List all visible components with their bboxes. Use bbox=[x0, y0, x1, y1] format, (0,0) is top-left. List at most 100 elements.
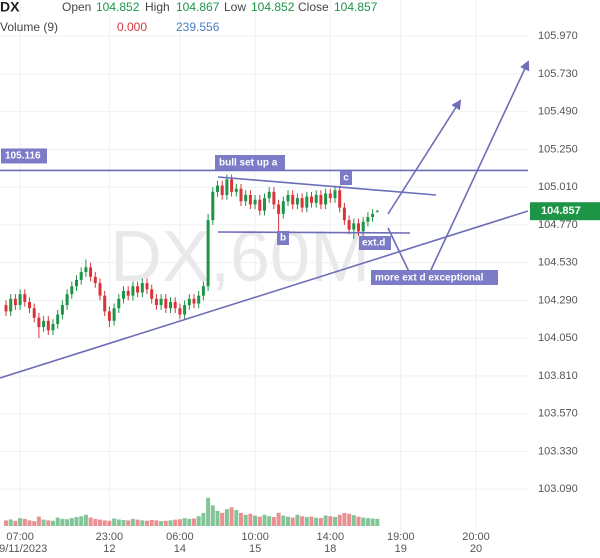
volume-bar bbox=[102, 520, 107, 526]
candle-body bbox=[258, 199, 262, 211]
candle-body bbox=[173, 301, 177, 309]
candle-body bbox=[93, 276, 97, 284]
candle-body bbox=[211, 191, 215, 221]
volume-bar bbox=[300, 516, 305, 526]
candle-body bbox=[9, 298, 13, 312]
candle-body bbox=[140, 283, 144, 293]
x-tick-label: 20:00 bbox=[462, 531, 490, 543]
volume-bar bbox=[130, 518, 135, 526]
candle-body bbox=[103, 295, 107, 312]
candle-body bbox=[75, 279, 78, 287]
y-tick-label: 105.730 bbox=[538, 68, 578, 80]
volume-bar bbox=[173, 519, 178, 526]
volume-bar bbox=[201, 512, 206, 526]
candle-body bbox=[79, 272, 83, 280]
y-tick-label: 103.570 bbox=[538, 408, 578, 420]
y-tick-label: 105.010 bbox=[538, 181, 578, 193]
candle-body bbox=[145, 283, 149, 290]
label: Volume (9) bbox=[0, 20, 58, 34]
candle-body bbox=[183, 305, 187, 315]
candle-body bbox=[371, 213, 375, 218]
trend-line bbox=[0, 210, 529, 379]
volume-bar bbox=[79, 516, 84, 526]
volume-bar bbox=[361, 517, 366, 526]
annotation-box bbox=[277, 231, 289, 245]
candle-body bbox=[23, 294, 27, 302]
volume-bar bbox=[239, 512, 243, 526]
x-tick-label: 07:00 bbox=[6, 531, 34, 543]
candle-body bbox=[342, 207, 346, 221]
y-tick-label: 105.250 bbox=[538, 143, 578, 155]
volume-bar bbox=[65, 519, 70, 526]
candle-body bbox=[98, 283, 102, 296]
y-tick-label: 105.490 bbox=[538, 106, 578, 118]
candle-body bbox=[187, 298, 191, 306]
label: Low bbox=[224, 0, 246, 14]
x-date-label: 12 bbox=[103, 543, 115, 555]
candle-body bbox=[375, 211, 379, 213]
candle-body bbox=[216, 185, 219, 192]
x-tick-label: 23:00 bbox=[96, 531, 124, 543]
y-tick-label: 103.810 bbox=[538, 370, 578, 382]
value: 0.000 bbox=[117, 20, 147, 34]
candle-body bbox=[107, 311, 111, 321]
candle-body bbox=[263, 198, 266, 211]
volume-bar bbox=[22, 518, 27, 526]
candle-body bbox=[310, 196, 313, 203]
volume-bar bbox=[187, 518, 192, 526]
candle-body bbox=[295, 198, 299, 205]
volume-bar bbox=[337, 514, 342, 526]
volume-bar bbox=[253, 515, 258, 526]
candle-body bbox=[333, 190, 337, 199]
volume-bar bbox=[149, 520, 154, 526]
candle-body bbox=[4, 305, 8, 312]
candle-body bbox=[286, 195, 290, 202]
volume-bar bbox=[55, 517, 60, 526]
x-date-label: 09/11/2023 bbox=[0, 543, 47, 555]
candle-body bbox=[267, 191, 271, 199]
arrow bbox=[387, 99, 462, 215]
x-date-label: 19 bbox=[395, 543, 407, 555]
volume-bar bbox=[135, 519, 140, 526]
annotation-box bbox=[215, 155, 285, 170]
candle-body bbox=[314, 195, 318, 203]
candle-body bbox=[178, 308, 182, 315]
volume-bar bbox=[257, 516, 262, 526]
candle-body bbox=[150, 289, 154, 299]
volume-bar bbox=[347, 513, 352, 526]
candle-body bbox=[234, 188, 238, 192]
volume-bar bbox=[281, 515, 286, 526]
volume-bar bbox=[210, 505, 215, 526]
price-label: 104.857 bbox=[541, 205, 581, 217]
candle-body bbox=[338, 190, 342, 208]
volume-bar bbox=[140, 520, 145, 526]
volume-bar bbox=[290, 517, 295, 526]
candle-body bbox=[328, 193, 332, 199]
volume-bar bbox=[206, 497, 211, 526]
candle-body bbox=[70, 286, 74, 295]
y-tick-label: 104.050 bbox=[538, 332, 578, 344]
watermark: DX,60M bbox=[110, 217, 370, 297]
x-tick-label: 06:00 bbox=[166, 531, 194, 543]
candle-body bbox=[117, 298, 121, 309]
candle-body bbox=[89, 267, 93, 277]
arrow bbox=[429, 60, 530, 273]
volume-bar bbox=[83, 514, 88, 526]
volume-bar bbox=[36, 516, 41, 526]
volume-bar bbox=[18, 518, 23, 526]
level-box bbox=[1, 148, 47, 164]
candle-body bbox=[60, 305, 64, 315]
candle-body bbox=[248, 195, 252, 205]
volume-bar bbox=[220, 512, 225, 526]
candle-body bbox=[56, 314, 60, 324]
volume-bar bbox=[8, 519, 13, 526]
candle-body bbox=[347, 220, 351, 230]
volume-bar bbox=[27, 520, 32, 526]
x-tick-label: 10:00 bbox=[241, 531, 269, 543]
candle-body bbox=[159, 298, 163, 306]
overlay: 105.116 104.857 bbox=[0, 148, 600, 221]
volume-bar bbox=[121, 520, 126, 526]
candle-body bbox=[281, 201, 285, 214]
candle-body bbox=[291, 195, 295, 205]
volume-bar bbox=[145, 520, 149, 526]
